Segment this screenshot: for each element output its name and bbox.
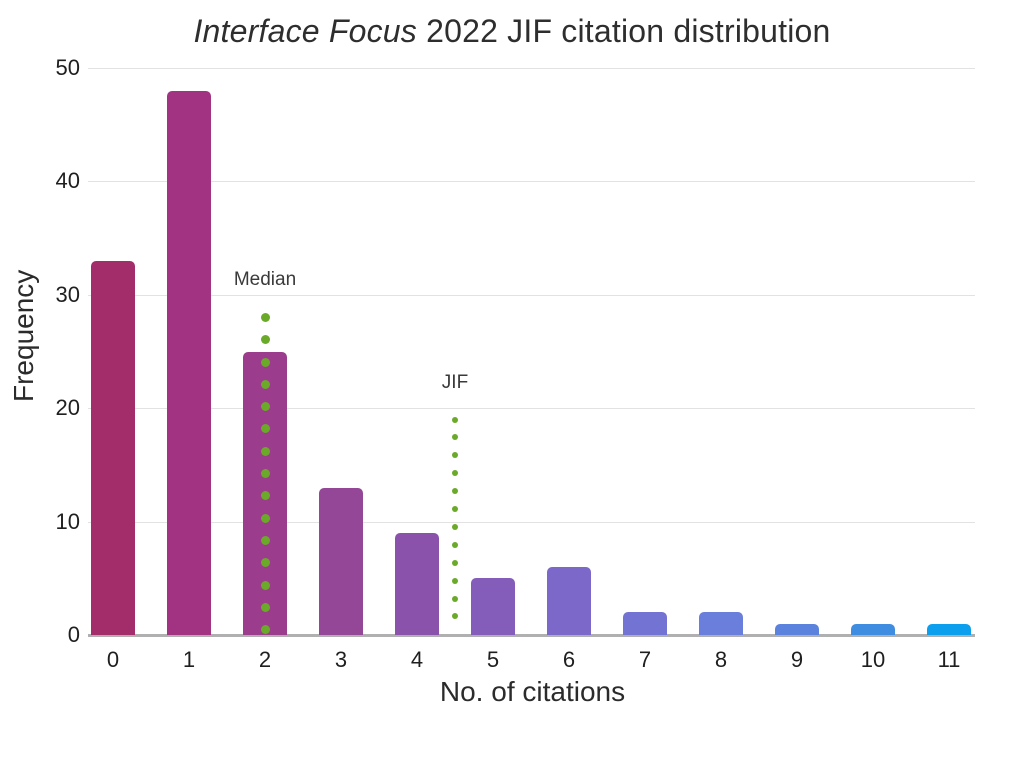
x-tick-label: 5 xyxy=(486,647,500,672)
annotation-dot xyxy=(452,488,458,495)
chart-title-journal: Interface Focus xyxy=(193,13,417,49)
chart-title-rest: 2022 JIF citation distribution xyxy=(417,13,831,49)
x-axis-title: No. of citations xyxy=(439,676,626,707)
gridline xyxy=(88,294,975,296)
annotation-dot xyxy=(452,577,458,584)
bar xyxy=(927,623,971,635)
annotation-dot xyxy=(260,535,270,545)
x-tick-label: 1 xyxy=(182,647,196,672)
x-tick-label: 6 xyxy=(562,647,576,672)
gridline xyxy=(88,408,975,410)
annotation-dot xyxy=(260,446,270,456)
y-tick-label: 0 xyxy=(67,622,80,647)
x-tick-label: 11 xyxy=(937,647,961,672)
annotation-dot xyxy=(260,558,270,568)
x-axis-line xyxy=(88,634,975,637)
x-tick-label: 4 xyxy=(410,647,424,672)
annotation-dot xyxy=(452,470,458,477)
annotation-dot xyxy=(260,402,270,412)
x-tick-label: 3 xyxy=(334,647,348,672)
annotation-dot xyxy=(452,452,458,459)
annotation-dot xyxy=(260,602,270,612)
annotation-dot xyxy=(260,625,270,635)
annotation-dot xyxy=(260,580,270,590)
annotation-dot xyxy=(452,434,458,441)
annotation-dot xyxy=(260,513,270,523)
annotation-dot xyxy=(452,416,458,423)
annotation-dot xyxy=(260,424,270,434)
bar xyxy=(167,90,211,635)
bar xyxy=(547,566,591,635)
annotation-dot xyxy=(260,335,270,345)
x-tick-label: 0 xyxy=(106,647,120,672)
annotation-dot xyxy=(452,613,458,620)
annotation-dot xyxy=(452,541,458,548)
bar xyxy=(319,487,363,635)
y-tick-label: 40 xyxy=(55,168,80,194)
annotation-label: JIF xyxy=(441,371,469,393)
bar xyxy=(395,532,439,635)
annotation-dot xyxy=(260,379,270,389)
y-tick-label: 30 xyxy=(55,281,80,307)
bar xyxy=(775,623,819,635)
annotation-dot xyxy=(260,491,270,501)
bar xyxy=(623,612,667,635)
bar xyxy=(699,612,743,635)
bar xyxy=(851,623,895,635)
annotation-dot xyxy=(452,506,458,513)
gridline xyxy=(88,68,975,69)
gridline xyxy=(88,521,975,523)
chart-title: Interface Focus 2022 JIF citation distri… xyxy=(0,13,1024,50)
annotation-dot xyxy=(260,469,270,479)
x-tick-label: 8 xyxy=(714,647,728,672)
annotation-dot xyxy=(260,312,270,322)
annotation-dot xyxy=(452,559,458,566)
x-tick-label: 9 xyxy=(790,647,804,672)
annotation-dot xyxy=(452,595,458,602)
y-tick-label: 20 xyxy=(55,395,80,421)
x-tick-label: 2 xyxy=(258,647,272,672)
x-tick-label: 10 xyxy=(860,647,886,672)
y-tick-label: 50 xyxy=(55,55,80,80)
x-tick-label: 7 xyxy=(638,647,652,672)
annotation-dot xyxy=(260,357,270,367)
bar xyxy=(471,578,515,635)
gridline xyxy=(88,181,975,183)
bar xyxy=(91,260,135,635)
annotation-dot xyxy=(452,523,458,530)
annotation-label: Median xyxy=(233,269,297,291)
y-tick-label: 10 xyxy=(55,508,80,534)
